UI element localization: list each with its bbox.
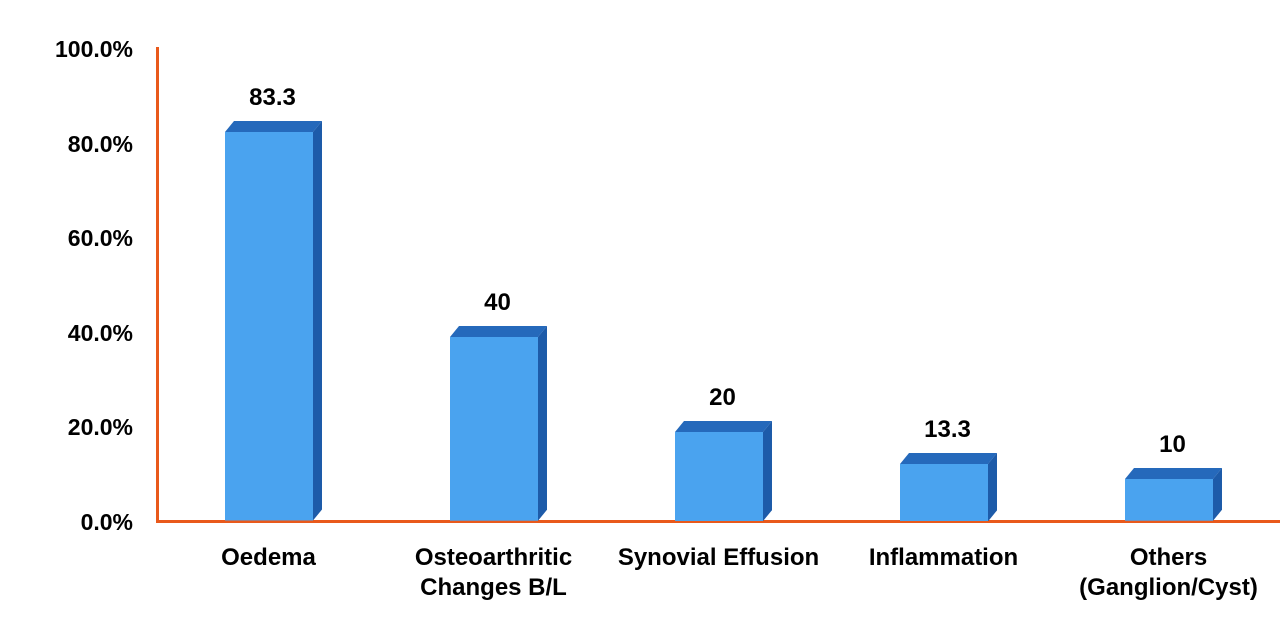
data-label-others-ganglion-cyst: 10 <box>1159 431 1186 459</box>
y-tick-label-0-0: 0.0% <box>80 509 133 535</box>
bar-osteoarthritic-changes-b-l <box>449 326 547 521</box>
bar-top-face <box>224 121 322 133</box>
category-label-inflammation: Inflammation <box>868 544 1019 571</box>
category-label-osteoarthritic-changes-b-l: Osteoarthritic Changes B/L <box>414 544 573 601</box>
y-tick-label-40-0: 40.0% <box>67 319 133 346</box>
bar-front-face <box>449 337 538 521</box>
bar-side-face <box>987 452 997 521</box>
category-label-synovial-effusion: Synovial Effusion <box>617 544 820 571</box>
bar-side-face <box>312 121 322 521</box>
data-label-inflammation: 13.3 <box>924 415 971 443</box>
y-tick-label-80-0: 80.0% <box>67 130 133 157</box>
data-label-osteoarthritic-changes-b-l: 40 <box>484 289 511 317</box>
y-axis-line <box>156 47 159 523</box>
bar-top-face <box>1124 468 1222 480</box>
bar-oedema <box>224 121 322 521</box>
bar-synovial-effusion <box>674 420 772 521</box>
y-tick-label-100-0: 100.0% <box>54 36 133 62</box>
bar-top-face <box>449 326 547 338</box>
bar-top-face <box>674 420 772 432</box>
y-tick-label-60-0: 60.0% <box>67 225 133 252</box>
bar-side-face <box>762 420 772 521</box>
bar-inflammation <box>899 452 997 521</box>
bar-front-face <box>899 463 988 521</box>
bar-side-face <box>537 326 547 521</box>
data-label-synovial-effusion: 20 <box>709 383 736 411</box>
bar-front-face <box>1124 479 1213 521</box>
bar-top-face <box>899 452 997 464</box>
category-label-oedema: Oedema <box>221 544 316 571</box>
y-tick-label-20-0: 20.0% <box>67 414 133 441</box>
category-label-others-ganglion-cyst: Others (Ganglion/Cyst) <box>1079 544 1258 601</box>
data-label-oedema: 83.3 <box>249 84 296 112</box>
bar-others-ganglion-cyst <box>1124 468 1222 521</box>
bar-side-face <box>1212 468 1222 521</box>
bar-front-face <box>224 132 313 521</box>
bar-front-face <box>674 431 763 521</box>
x-axis-line <box>156 520 1280 523</box>
